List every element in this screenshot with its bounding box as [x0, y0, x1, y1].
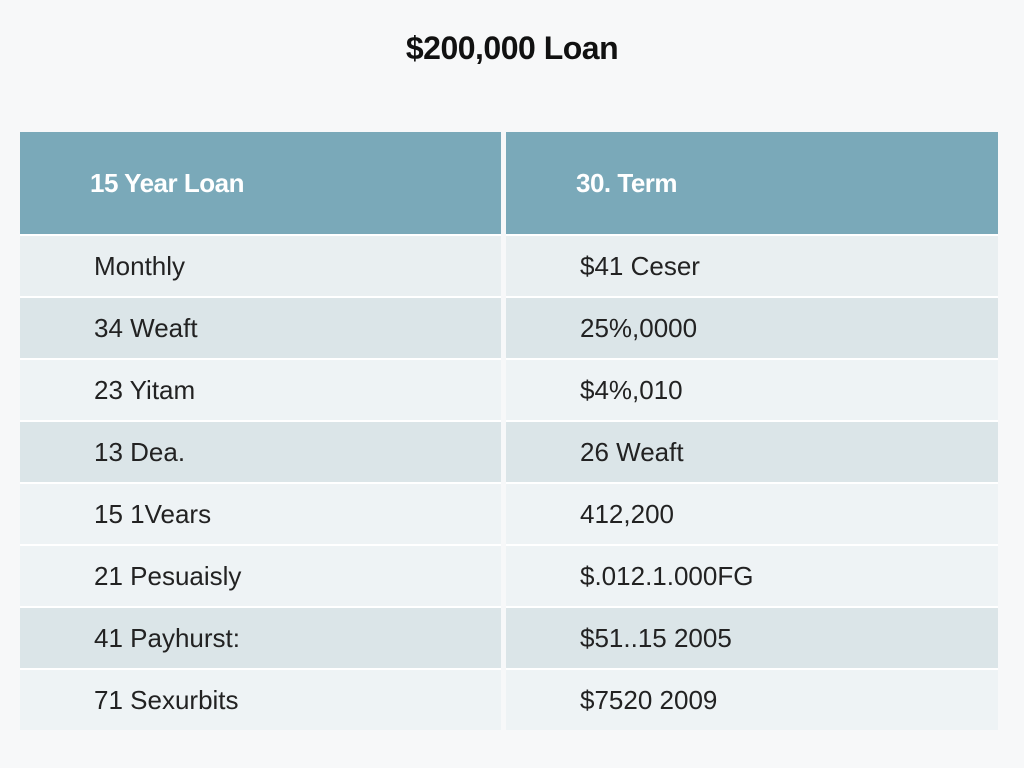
table-cell: $.012.1.000FG	[506, 544, 998, 606]
table-cell: 26 Weaft	[506, 420, 998, 482]
page-title: $200,000 Loan	[405, 30, 619, 66]
table-cell: $4%,010	[506, 358, 998, 420]
table-cell: 15 1Vears	[20, 482, 501, 544]
table-cell: 21 Pesuaisly	[20, 544, 501, 606]
table-cell: 71 Sexurbits	[20, 668, 501, 730]
table-cell: 23 Yitam	[20, 358, 501, 420]
table-cell: $41 Ceser	[506, 234, 998, 296]
table-cell: Monthly	[20, 234, 501, 296]
table-cell: 41 Payhurst:	[20, 606, 501, 668]
column-header-30-term: 30. Term	[506, 132, 998, 234]
table-cell: $7520 2009	[506, 668, 998, 730]
loan-comparison-table: 15 Year Loan 30. Term Monthly $41 Ceser …	[20, 132, 998, 730]
table-cell: 412,200	[506, 482, 998, 544]
column-header-15-year: 15 Year Loan	[20, 132, 501, 234]
table-body: Monthly $41 Ceser 34 Weaft 25%,0000 23 Y…	[20, 234, 998, 730]
table-cell: 25%,0000	[506, 296, 998, 358]
table-cell: $51..15 2005	[506, 606, 998, 668]
table-cell: 34 Weaft	[20, 296, 501, 358]
table-cell: 13 Dea.	[20, 420, 501, 482]
